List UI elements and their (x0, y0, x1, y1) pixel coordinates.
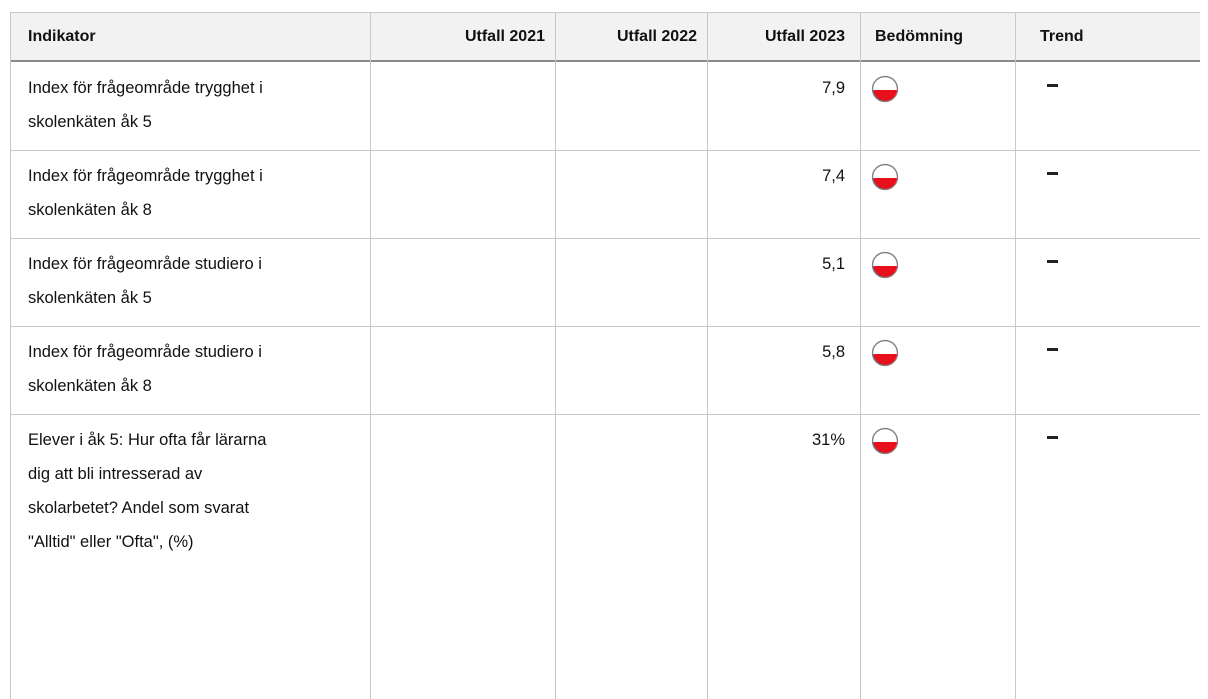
indikator-text: Index för frågeområde trygghet i (28, 167, 263, 185)
icon-fill (873, 178, 897, 190)
assessment-icon (871, 251, 899, 279)
indikator-text: dig att bli intresserad av (28, 465, 203, 483)
indikator-text: skolenkäten åk 5 (28, 289, 152, 307)
trend-dash (1047, 84, 1058, 87)
trend-dash (1047, 260, 1058, 263)
assessment-icon (871, 163, 899, 191)
icon-outline (871, 75, 899, 103)
column-border (555, 12, 556, 699)
indikator-text: Index för frågeområde trygghet i (28, 79, 263, 97)
header-cell: Utfall 2022 (616, 28, 697, 45)
utfall-2023: 31% (811, 431, 845, 449)
utfall-2023: 5,1 (822, 255, 845, 273)
trend-dash (1047, 348, 1058, 351)
icon-fill (873, 442, 897, 454)
header-cell: Utfall 2023 (764, 28, 845, 45)
row-border (10, 150, 1200, 151)
row-border (10, 414, 1200, 415)
indikator-text: "Alltid" eller "Ofta", (%) (28, 533, 194, 551)
assessment-icon (871, 75, 899, 103)
column-border (10, 12, 11, 699)
assessment-icon (871, 339, 899, 367)
trend-dash (1047, 172, 1058, 175)
header-row (10, 12, 1200, 62)
column-border (707, 12, 708, 699)
indikator-text: skolenkäten åk 8 (28, 377, 152, 395)
column-border (370, 12, 371, 699)
header-cell: Utfall 2021 (464, 28, 545, 45)
trend-dash (1047, 436, 1058, 439)
row-border (10, 326, 1200, 327)
indikator-text: skolenkäten åk 8 (28, 201, 152, 219)
icon-fill (873, 354, 897, 366)
utfall-2023: 5,8 (822, 343, 845, 361)
indikator-text: skolenkäten åk 5 (28, 113, 152, 131)
icon-fill (873, 90, 897, 102)
utfall-2023: 7,9 (822, 79, 845, 97)
top-border (10, 12, 1200, 13)
header-cell: Bedömning (875, 28, 963, 45)
utfall-2023: 7,4 (822, 167, 845, 185)
column-border (860, 12, 861, 699)
header-cell: Indikator (28, 28, 96, 45)
indikator-text: Index för frågeområde studiero i (28, 343, 262, 361)
column-border (1015, 12, 1016, 699)
icon-outline (871, 427, 899, 455)
icon-outline (871, 339, 899, 367)
assessment-icon (871, 427, 899, 455)
header-cell: Trend (1040, 28, 1084, 45)
icon-outline (871, 251, 899, 279)
indikator-text: Index för frågeområde studiero i (28, 255, 262, 273)
row-border (10, 238, 1200, 239)
indikator-text: skolarbetet? Andel som svarat (28, 499, 250, 517)
icon-fill (873, 266, 897, 278)
icon-outline (871, 163, 899, 191)
indikator-text: Elever i åk 5: Hur ofta får lärarna (28, 431, 267, 449)
